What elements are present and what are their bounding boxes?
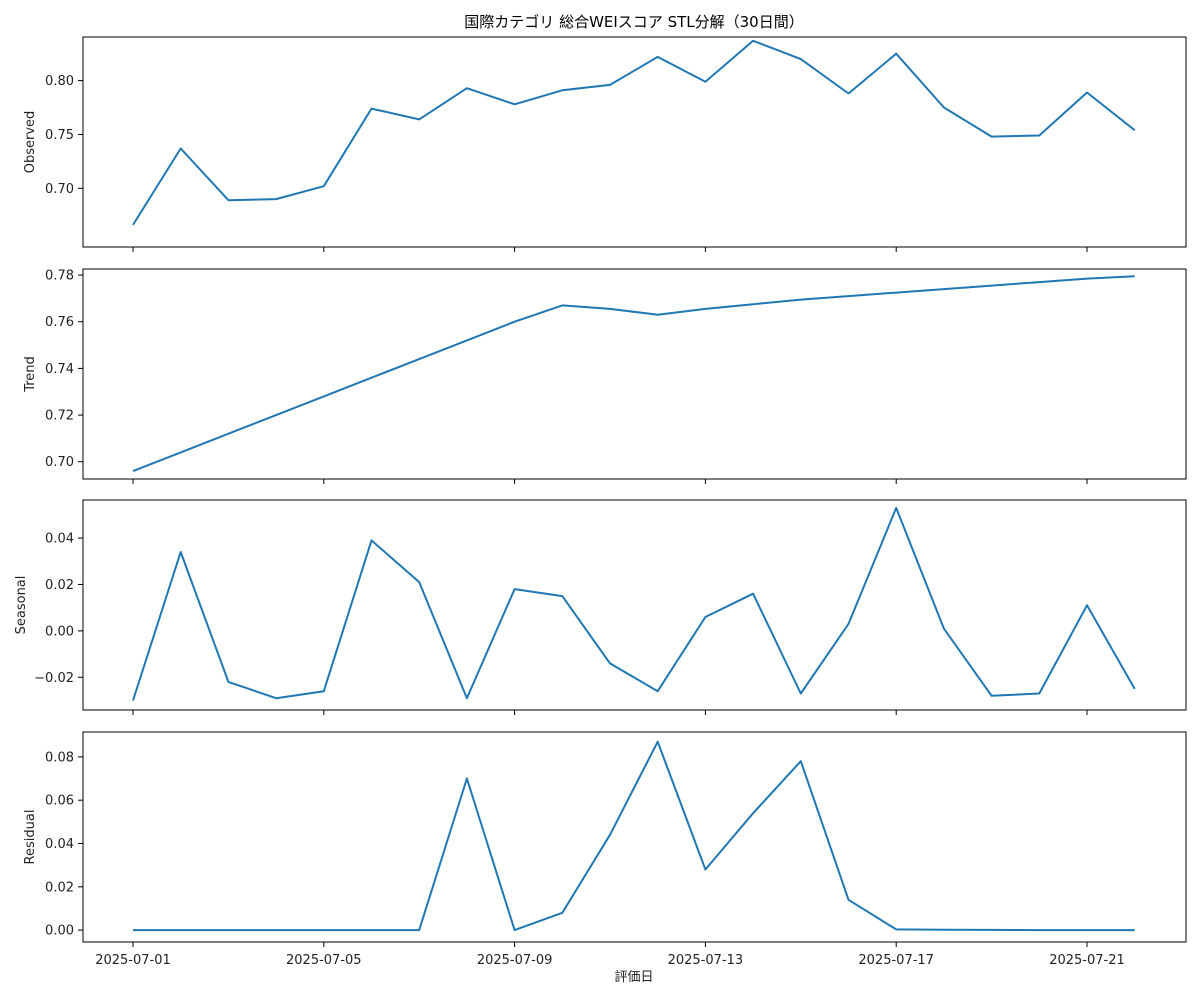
trend-ytick-label: 0.78 (45, 269, 74, 284)
chart-title: 国際カテゴリ 総合WEIスコア STL分解（30日間） (464, 13, 803, 31)
seasonal-frame (82, 499, 1187, 711)
seasonal-ytick-label: −0.02 (34, 671, 74, 686)
residual-series-line (133, 740, 1135, 932)
residual-ytick-label: 0.02 (45, 880, 74, 895)
panels-group: 0.70 0.75 0.80 Observed 0.70 0.72 0.74 0.76 0.78… (14, 36, 1187, 968)
observed-ylabel: Observed (23, 111, 38, 174)
trend-ytick-label: 0.76 (45, 315, 74, 330)
trend-ytick-label: 0.74 (45, 362, 74, 377)
seasonal-series-line (132, 506, 1136, 701)
residual-ytick-label: 0.00 (45, 924, 74, 939)
observed-series-line (132, 39, 1136, 226)
trend-series-line (132, 275, 1135, 473)
trend-frame (82, 268, 1187, 480)
residual-ytick-label: 0.06 (45, 794, 74, 809)
residual-ytick-label: 0.04 (45, 837, 74, 852)
residual-panel: 0.00 0.02 0.04 0.06 0.08 2025-07-01 2025-07-05… (23, 731, 1187, 968)
observed-ytick-label: 0.75 (45, 128, 74, 143)
seasonal-ylabel: Seasonal (14, 576, 29, 635)
x-tick-label: 2025-07-21 (1049, 953, 1125, 968)
seasonal-ytick-label: 0.02 (45, 578, 74, 593)
x-tick-label: 2025-07-01 (95, 953, 171, 968)
observed-frame (82, 36, 1187, 248)
observed-ytick-label: 0.80 (45, 74, 74, 89)
seasonal-ytick-label: 0.00 (45, 624, 74, 639)
residual-frame (82, 731, 1187, 943)
x-tick-label: 2025-07-05 (286, 953, 362, 968)
trend-panel: 0.70 0.72 0.74 0.76 0.78 Trend (23, 268, 1187, 484)
seasonal-ytick-label: 0.04 (45, 532, 74, 547)
seasonal-panel: −0.02 0.00 0.02 0.04 Seasonal (14, 499, 1187, 715)
observed-panel: 0.70 0.75 0.80 Observed (23, 36, 1187, 252)
residual-ylabel: Residual (23, 810, 38, 865)
trend-ytick-label: 0.72 (45, 409, 74, 424)
x-axis-label: 評価日 (614, 970, 653, 985)
residual-ytick-label: 0.08 (45, 750, 74, 765)
observed-ytick-label: 0.70 (45, 182, 74, 197)
x-tick-label: 2025-07-09 (477, 953, 553, 968)
trend-ytick-label: 0.70 (45, 455, 74, 470)
trend-ylabel: Trend (23, 356, 38, 393)
x-tick-label: 2025-07-17 (858, 953, 934, 968)
x-tick-label: 2025-07-13 (668, 953, 744, 968)
